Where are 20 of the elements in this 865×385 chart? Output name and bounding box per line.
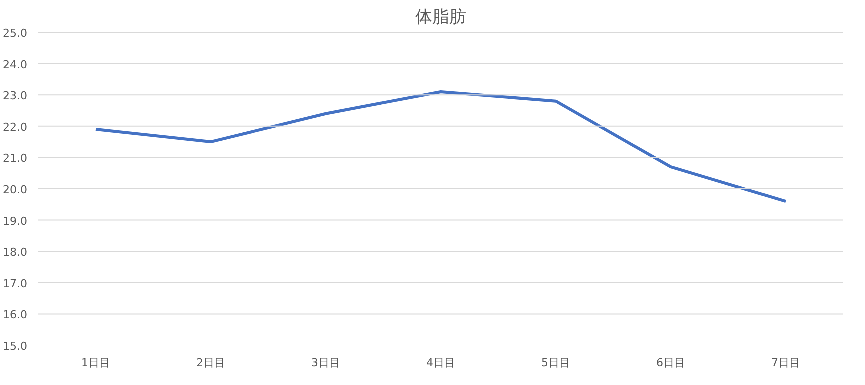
- x-tick-label: 5日目: [542, 356, 570, 370]
- y-tick-label: 25.0: [3, 27, 28, 40]
- y-tick-label: 24.0: [3, 58, 28, 72]
- y-tick-label: 16.0: [3, 308, 28, 322]
- y-tick-label: 20.0: [3, 184, 28, 196]
- y-tick-label: 15.0: [3, 340, 28, 353]
- y-tick-label: 23.0: [3, 90, 28, 103]
- y-tick-label: 17.0: [3, 277, 28, 290]
- y-tick-label: 21.0: [3, 152, 28, 166]
- x-tick-label: 6日目: [656, 356, 686, 370]
- x-tick-label: 4日目: [426, 356, 456, 370]
- y-tick-label: 18.0: [3, 246, 28, 260]
- x-tick-label: 1日目: [82, 356, 110, 370]
- chart-title: 体脂肪: [416, 8, 466, 28]
- y-tick-label: 19.0: [3, 214, 28, 228]
- y-tick-label: 22.0: [3, 120, 28, 134]
- x-tick-label: 7日目: [772, 356, 800, 370]
- x-tick-label: 2日目: [196, 356, 226, 370]
- line-series: [94, 90, 788, 204]
- x-tick-label: 3日目: [312, 356, 340, 370]
